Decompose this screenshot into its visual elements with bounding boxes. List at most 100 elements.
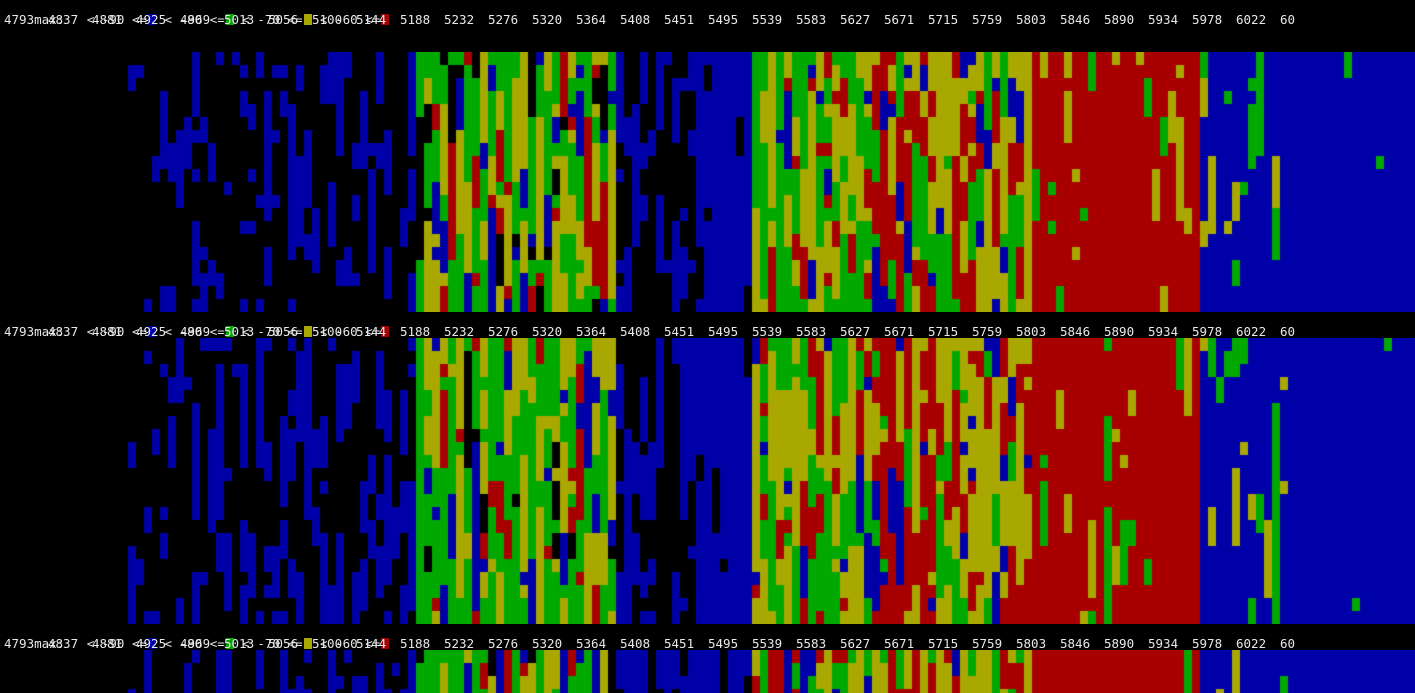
frequency-label: 60 [1280, 636, 1296, 651]
frequency-label: 5320 [532, 324, 563, 339]
frequency-label: 5100 [312, 12, 343, 27]
legend-band-2: < -80 <= [164, 636, 225, 651]
frequency-label: 4881 [92, 324, 123, 339]
frequency-label: 5276 [488, 324, 519, 339]
frequency-label: 5100 [312, 324, 343, 339]
legend-band-4: < -60 <= [320, 324, 381, 339]
green-swatch [225, 326, 234, 337]
frequency-label: 5627 [840, 324, 871, 339]
frequency-label: 4969 [180, 636, 211, 651]
frequency-label: 5583 [796, 636, 827, 651]
frequency-label: 5539 [752, 324, 783, 339]
frequency-label: 5232 [444, 636, 475, 651]
legend-max-label: max: [34, 324, 65, 339]
frequency-label: 5934 [1148, 324, 1179, 339]
frequency-label: 5890 [1104, 636, 1135, 651]
legend-band-1: < -90 <= [86, 324, 148, 339]
frequency-label: 5715 [928, 324, 959, 339]
blue-swatch [148, 638, 157, 649]
frequency-label: 5144 [356, 324, 387, 339]
frequency-label: 5583 [796, 324, 827, 339]
frequency-label: 5188 [400, 324, 431, 339]
red-swatch [381, 14, 390, 25]
frequency-label: 5013 [224, 12, 255, 27]
frequency-label: 4925 [136, 636, 167, 651]
frequency-label: 4969 [180, 324, 211, 339]
frequency-label: 5846 [1060, 324, 1091, 339]
frequency-label: 5320 [532, 12, 563, 27]
legend-max-label: max: [34, 12, 65, 27]
frequency-label: 5890 [1104, 12, 1135, 27]
legend-band-3: < -70 <= [242, 324, 303, 339]
waterfall-panel-3: max: < -90 <= < -80 <= < -70 <= < -60 <=… [0, 624, 1415, 693]
frequency-label: 5978 [1192, 636, 1223, 651]
legend-max-label: max: [34, 636, 65, 651]
red-swatch [381, 326, 390, 337]
frequency-label: 4969 [180, 12, 211, 27]
frequency-label: 4837 [48, 324, 79, 339]
frequency-label: 5188 [400, 636, 431, 651]
legend-band-1: < -90 <= [86, 12, 148, 27]
frequency-label: 5056 [268, 636, 299, 651]
frequency-label: 5627 [840, 636, 871, 651]
frequency-label: 5495 [708, 324, 739, 339]
legend-band-2: < -80 <= [164, 12, 225, 27]
frequency-label: 4793 [4, 324, 35, 339]
waterfall-panel-2: max: < -90 <= < -80 <= < -70 <= < -60 <=… [0, 312, 1415, 624]
frequency-label: 4837 [48, 636, 79, 651]
legend-band-4: < -60 <= [320, 12, 381, 27]
frequency-label: 5056 [268, 12, 299, 27]
frequency-label: 5013 [224, 636, 255, 651]
frequency-label: 5846 [1060, 12, 1091, 27]
frequency-label: 4837 [48, 12, 79, 27]
frequency-label: 5671 [884, 12, 915, 27]
waterfall-canvas [0, 338, 1415, 624]
frequency-label: 5320 [532, 636, 563, 651]
frequency-label: 5759 [972, 636, 1003, 651]
frequency-label: 5451 [664, 636, 695, 651]
frequency-label: 5759 [972, 12, 1003, 27]
frequency-label: 5232 [444, 324, 475, 339]
frequency-label: 5364 [576, 12, 607, 27]
frequency-label: 5715 [928, 636, 959, 651]
legend-band-3: < -70 <= [242, 636, 303, 651]
red-swatch [381, 638, 390, 649]
waterfall-canvas [0, 650, 1415, 693]
frequency-label: 5495 [708, 636, 739, 651]
legend-band-4: < -60 <= [320, 636, 381, 651]
frequency-label: 60 [1280, 12, 1296, 27]
legend-band-1: < -90 <= [86, 636, 148, 651]
frequency-label: 6022 [1236, 12, 1267, 27]
frequency-label: 5451 [664, 324, 695, 339]
frequency-label: 5978 [1192, 12, 1223, 27]
frequency-label: 4925 [136, 12, 167, 27]
frequency-label: 4881 [92, 12, 123, 27]
waterfall-panel-1: max: < -90 <= < -80 <= < -70 <= < -60 <=… [0, 0, 1415, 312]
frequency-label: 5759 [972, 324, 1003, 339]
frequency-label: 5276 [488, 12, 519, 27]
yellow-swatch [303, 326, 312, 337]
frequency-label: 5978 [1192, 324, 1223, 339]
frequency-label: 5934 [1148, 636, 1179, 651]
frequency-label: 4881 [92, 636, 123, 651]
blue-swatch [148, 326, 157, 337]
legend-band-3: < -70 <= [242, 12, 303, 27]
frequency-label: 5671 [884, 636, 915, 651]
frequency-label: 5276 [488, 636, 519, 651]
frequency-label: 5013 [224, 324, 255, 339]
green-swatch [225, 14, 234, 25]
frequency-label: 5144 [356, 636, 387, 651]
frequency-label: 5364 [576, 636, 607, 651]
frequency-label: 6022 [1236, 324, 1267, 339]
frequency-label: 5408 [620, 12, 651, 27]
green-swatch [225, 638, 234, 649]
waterfall-canvas [0, 52, 1415, 312]
frequency-label: 5934 [1148, 12, 1179, 27]
frequency-label: 5627 [840, 12, 871, 27]
frequency-label: 5803 [1016, 12, 1047, 27]
frequency-label: 5144 [356, 12, 387, 27]
frequency-label: 5846 [1060, 636, 1091, 651]
frequency-label: 4793 [4, 636, 35, 651]
frequency-label: 5671 [884, 324, 915, 339]
yellow-swatch [303, 14, 312, 25]
